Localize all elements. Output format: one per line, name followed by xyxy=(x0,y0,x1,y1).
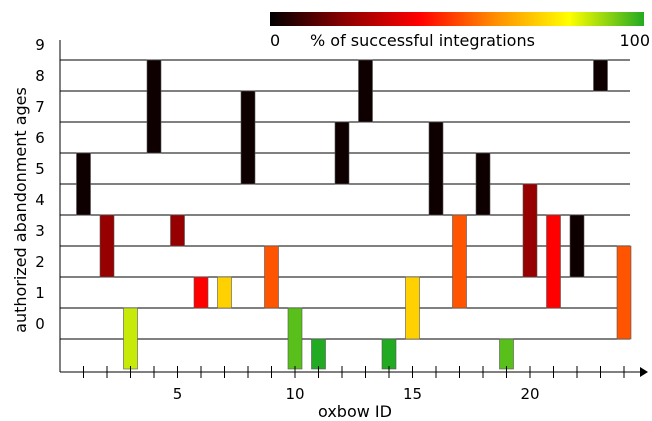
x-tick-label-15: 15 xyxy=(403,385,422,403)
bars xyxy=(76,59,632,370)
y-tick-label-1: 1 xyxy=(35,284,45,302)
bar-oxbow-4 xyxy=(146,59,162,154)
bar-oxbow-2 xyxy=(99,214,115,278)
bar-oxbow-15 xyxy=(405,276,420,340)
colorbar: 0 % of successful integrations 100 xyxy=(270,12,650,50)
y-tick-label-8: 8 xyxy=(35,67,45,85)
bar-oxbow-1 xyxy=(76,152,91,216)
bar-oxbow-16 xyxy=(428,121,444,216)
bar-oxbow-12 xyxy=(334,121,350,185)
bar-oxbow-20 xyxy=(522,183,538,278)
bar-oxbow-11 xyxy=(311,338,326,370)
y-tick-label-0: 0 xyxy=(35,315,45,333)
y-tick-label-7: 7 xyxy=(35,98,45,116)
y-tick-label-6: 6 xyxy=(35,129,45,147)
y-tick-label-3: 3 xyxy=(35,222,45,240)
x-tick-label-20: 20 xyxy=(520,385,539,403)
bar-oxbow-3 xyxy=(123,307,138,370)
bar-oxbow-23 xyxy=(593,59,608,92)
bar-oxbow-14 xyxy=(381,338,397,370)
x-axis-arrow xyxy=(640,367,648,377)
bar-oxbow-8 xyxy=(240,90,256,185)
colorbar-gradient xyxy=(270,12,644,26)
bar-oxbow-21 xyxy=(546,214,561,309)
colorbar-min-label: 0 xyxy=(270,31,280,50)
grid-lines xyxy=(60,59,630,340)
x-axis-title: oxbow ID xyxy=(318,402,392,421)
x-tick-label-5: 5 xyxy=(173,385,183,403)
bar-oxbow-10 xyxy=(287,307,303,370)
x-ticks: 5 10 15 20 xyxy=(83,366,625,403)
colorbar-title: % of successful integrations xyxy=(310,31,535,50)
bar-oxbow-17 xyxy=(452,214,467,309)
bar-oxbow-7 xyxy=(217,276,232,309)
axes xyxy=(59,40,648,377)
y-axis-title: authorized abandonment ages xyxy=(11,87,30,333)
bar-oxbow-6 xyxy=(193,276,209,309)
bar-oxbow-5 xyxy=(170,214,185,247)
colorbar-max-label: 100 xyxy=(619,31,650,50)
y-tick-label-5: 5 xyxy=(35,160,45,178)
bar-oxbow-9 xyxy=(264,245,279,309)
x-tick-label-10: 10 xyxy=(285,385,304,403)
y-tick-label-2: 2 xyxy=(35,253,45,271)
bar-oxbow-18 xyxy=(475,152,491,216)
y-tick-label-4: 4 xyxy=(35,191,45,209)
bar-oxbow-22 xyxy=(569,214,585,278)
y-tick-label-9: 9 xyxy=(35,36,45,54)
bar-oxbow-24 xyxy=(616,245,632,340)
bar-oxbow-19 xyxy=(499,338,514,370)
bar-oxbow-13 xyxy=(358,59,373,123)
y-tick-labels: 0 1 2 3 4 5 6 7 8 9 xyxy=(35,36,45,333)
